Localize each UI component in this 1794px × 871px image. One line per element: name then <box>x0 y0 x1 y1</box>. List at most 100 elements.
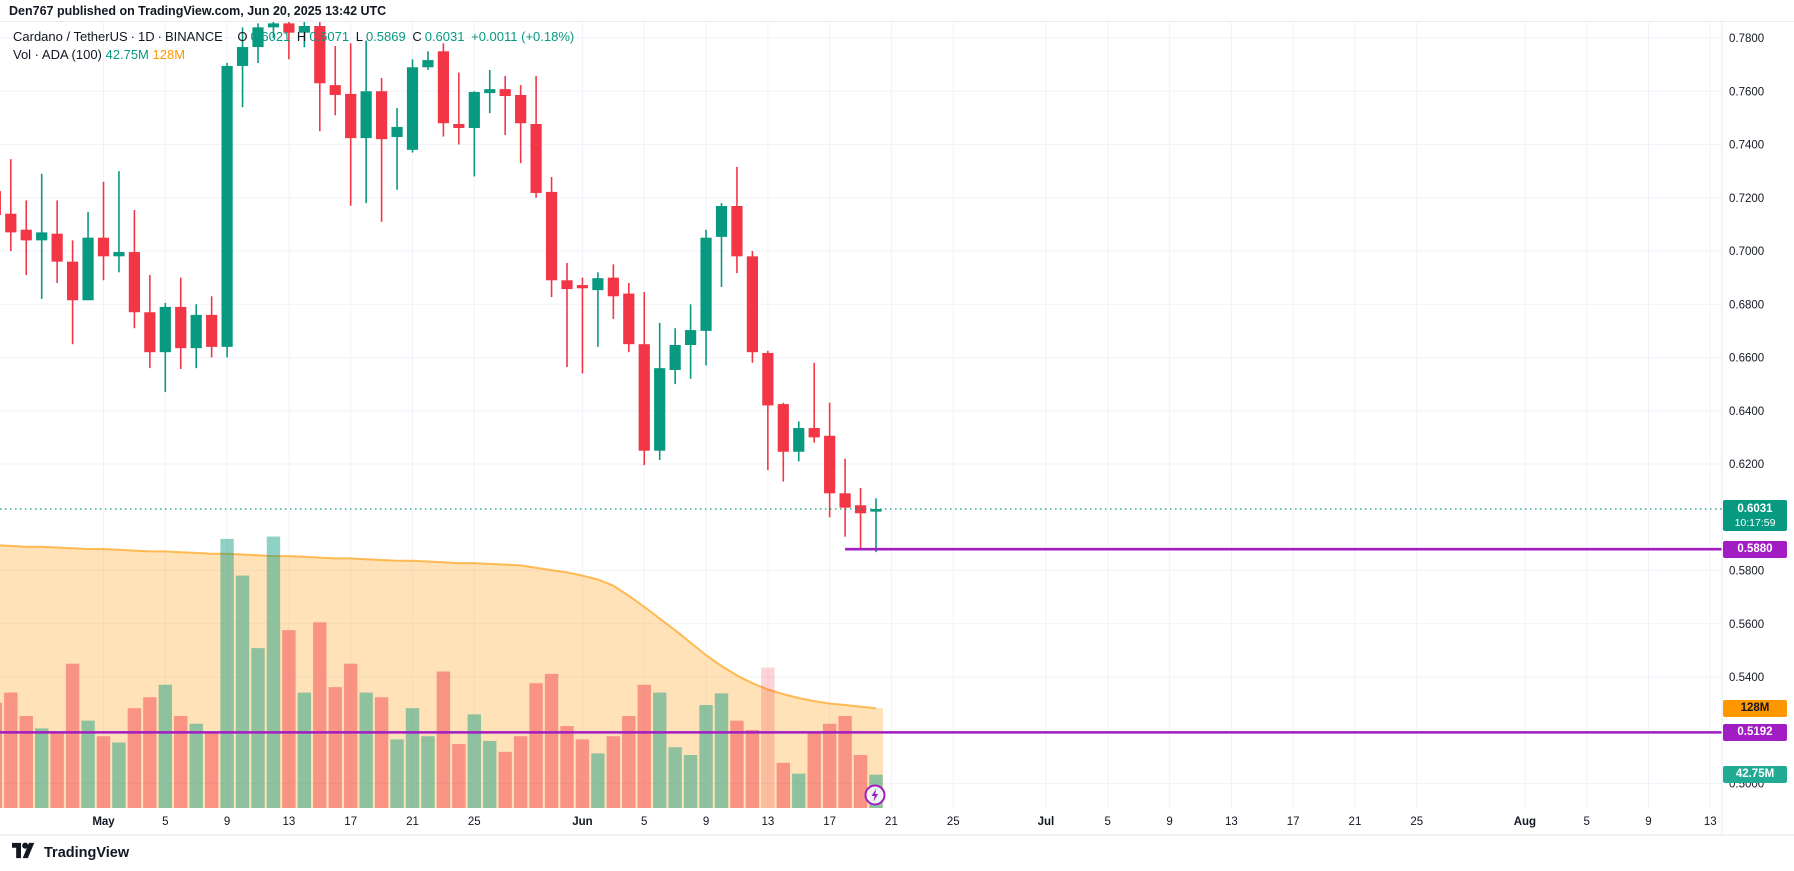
candlestick[interactable] <box>515 94 527 124</box>
candlestick[interactable] <box>345 93 357 139</box>
tradingview-wordmark: TradingView <box>44 845 130 861</box>
candlestick[interactable] <box>376 91 388 140</box>
candlestick[interactable] <box>623 293 635 345</box>
candlestick[interactable] <box>870 508 882 512</box>
candlestick[interactable] <box>329 85 341 95</box>
interval-label[interactable]: 1D <box>138 29 155 44</box>
candlestick[interactable] <box>499 89 511 97</box>
time-axis-label: 17 <box>344 816 357 828</box>
candlestick[interactable] <box>221 65 233 347</box>
volume-bar <box>328 687 342 808</box>
candlestick[interactable] <box>128 252 140 313</box>
candlestick[interactable] <box>144 312 156 353</box>
volume-bar <box>0 702 3 808</box>
candlestick[interactable] <box>777 404 789 452</box>
candlestick[interactable] <box>406 67 419 150</box>
candlestick[interactable] <box>468 92 480 128</box>
candlestick[interactable] <box>314 26 326 84</box>
candlestick[interactable] <box>97 237 110 257</box>
candlestick[interactable] <box>20 229 32 241</box>
volume-bar <box>344 663 358 808</box>
attribution-bar: Den767 published on TradingView.com, Jun… <box>0 0 1794 22</box>
candlestick[interactable] <box>67 261 79 301</box>
symbol-title[interactable]: Cardano / TetherUS <box>13 29 128 44</box>
candlestick[interactable] <box>715 206 728 237</box>
candlestick[interactable] <box>731 206 743 257</box>
volume-ma-tag: 128M <box>1723 700 1787 717</box>
candlestick[interactable] <box>267 23 280 28</box>
candlestick[interactable] <box>484 89 496 94</box>
candlestick[interactable] <box>190 314 202 349</box>
candlestick[interactable] <box>236 47 249 66</box>
candlestick[interactable] <box>298 26 310 33</box>
candlestick[interactable] <box>839 493 851 508</box>
candlestick[interactable] <box>545 191 558 281</box>
candlestick[interactable] <box>5 213 17 233</box>
candlestick[interactable] <box>638 344 650 451</box>
candlestick[interactable] <box>422 60 434 68</box>
time-axis-label: 9 <box>1166 816 1172 828</box>
time-axis-label: 9 <box>703 816 709 828</box>
volume-bar <box>143 697 157 808</box>
price-axis-label: 0.7000 <box>1729 246 1764 258</box>
time-scale[interactable] <box>0 809 1722 835</box>
candlestick[interactable] <box>793 428 805 452</box>
time-axis-label: 5 <box>162 816 168 828</box>
candlestick[interactable] <box>113 252 125 257</box>
candlestick[interactable] <box>453 123 465 128</box>
volume-label[interactable]: Vol · ADA (100) <box>13 47 102 62</box>
candlestick[interactable] <box>437 51 449 124</box>
candlestick[interactable] <box>206 314 218 347</box>
price-axis-label: 0.6400 <box>1729 406 1764 418</box>
candlestick[interactable] <box>746 256 758 353</box>
volume-bar <box>560 726 574 808</box>
price-axis-label: 0.7400 <box>1729 140 1764 152</box>
candlestick[interactable] <box>51 233 63 262</box>
volume-bar <box>822 723 837 808</box>
candlestick[interactable] <box>762 352 774 406</box>
candlestick[interactable] <box>685 330 697 345</box>
candlestick[interactable] <box>654 368 666 451</box>
candlestick[interactable] <box>159 306 171 353</box>
idea-lightning-icon[interactable] <box>863 783 887 807</box>
candlestick[interactable] <box>252 27 264 48</box>
candlestick[interactable] <box>561 280 573 290</box>
candlestick[interactable] <box>808 428 820 438</box>
volume-bar <box>513 736 528 808</box>
volume-bar <box>204 733 219 808</box>
time-axis-label: 17 <box>1287 816 1300 828</box>
volume-bar <box>220 538 234 808</box>
volume-bar <box>853 754 868 808</box>
candlestick[interactable] <box>824 435 836 494</box>
low-letter: L <box>355 29 363 44</box>
time-axis-label: 25 <box>1410 816 1423 828</box>
tradingview-logo[interactable]: TradingView <box>12 842 129 864</box>
candlestick[interactable] <box>530 123 542 193</box>
candlestick[interactable] <box>36 232 48 241</box>
time-axis-label: Jun <box>572 816 592 828</box>
candlestick[interactable] <box>82 237 94 301</box>
candlestick[interactable] <box>607 277 619 297</box>
time-axis-label: 13 <box>1225 816 1238 828</box>
price-axis-label: 0.6200 <box>1729 459 1764 471</box>
volume-bar <box>127 708 142 808</box>
candlestick[interactable] <box>700 237 712 331</box>
volume-bar <box>174 715 188 808</box>
candlestick[interactable] <box>391 126 403 138</box>
volume-bar <box>776 762 790 808</box>
candlestick[interactable] <box>0 191 1 216</box>
volume-bar <box>436 671 451 808</box>
volume-bar <box>112 742 126 808</box>
candlestick[interactable] <box>576 285 589 289</box>
volume-bar <box>374 697 389 808</box>
volume-bar <box>266 536 281 808</box>
candlestick[interactable] <box>669 344 681 371</box>
price-axis-label: 0.7200 <box>1729 193 1764 205</box>
candlestick[interactable] <box>175 306 187 349</box>
candlestick[interactable] <box>283 23 295 33</box>
candlestick[interactable] <box>592 278 604 291</box>
candlestick[interactable] <box>360 91 372 139</box>
price-axis-label: 0.5400 <box>1729 672 1764 684</box>
